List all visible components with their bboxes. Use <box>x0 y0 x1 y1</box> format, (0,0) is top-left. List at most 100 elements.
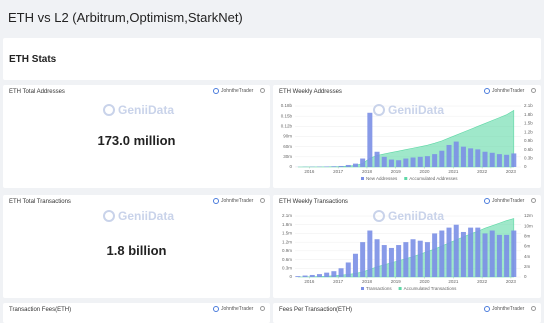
bar <box>375 239 380 277</box>
y-tick-label: 30m <box>283 154 292 159</box>
bar <box>454 142 459 167</box>
watermark-text: GeniiData <box>388 103 444 117</box>
y-tick-label: 0.6m <box>282 257 292 262</box>
y2-tick-label: 0 <box>524 164 527 169</box>
x-tick-label: 2021 <box>448 169 459 174</box>
author[interactable]: JohntheTrader <box>213 198 253 204</box>
x-tick-label: 2016 <box>304 279 315 284</box>
bar <box>339 166 344 167</box>
author-name: JohntheTrader <box>221 306 253 312</box>
section-title: ETH Stats <box>9 54 56 65</box>
x-tick-label: 2022 <box>477 169 488 174</box>
bar <box>331 166 336 167</box>
bar <box>504 235 509 277</box>
x-tick-label: 2019 <box>391 169 402 174</box>
bar <box>425 156 430 167</box>
y-tick-label: 1.5m <box>282 231 292 236</box>
bar <box>403 242 408 277</box>
info-icon[interactable] <box>260 88 265 93</box>
y-tick-label: 1.2m <box>282 239 292 244</box>
author-name: JohntheTrader <box>221 88 253 94</box>
bar <box>418 157 423 167</box>
y2-tick-label: 2.1b <box>524 103 533 108</box>
bar <box>411 158 416 167</box>
bar <box>490 231 495 277</box>
x-tick-label: 2021 <box>448 279 459 284</box>
bar <box>461 147 466 167</box>
y2-tick-label: 2m <box>524 264 531 269</box>
y2-tick-label: 6m <box>524 244 531 249</box>
info-icon[interactable] <box>260 198 265 203</box>
bar <box>432 233 437 277</box>
x-tick-label: 2022 <box>477 279 488 284</box>
bar <box>367 113 372 167</box>
legend-label: Accumulated Addresses <box>409 176 458 181</box>
x-tick-label: 2018 <box>362 279 373 284</box>
x-tick-label: 2017 <box>333 169 344 174</box>
legend-swatch <box>361 177 364 180</box>
y-tick-label: 0.9m <box>282 248 292 253</box>
bar <box>447 145 452 167</box>
card-title: ETH Total Transactions <box>9 199 71 205</box>
legend-swatch <box>361 287 364 290</box>
bar <box>403 159 408 167</box>
stat-card: ETH Total Addresses JohntheTrader GeniiD… <box>3 85 270 188</box>
author[interactable]: JohntheTrader <box>484 306 524 312</box>
y2-tick-label: 1.5b <box>524 121 533 126</box>
bar <box>439 231 444 277</box>
watermark-text: GeniiData <box>388 209 444 223</box>
y2-tick-label: 0.6b <box>524 147 533 152</box>
author-name: JohntheTrader <box>492 306 524 312</box>
author[interactable]: JohntheTrader <box>213 306 253 312</box>
bar <box>396 245 401 277</box>
legend-swatch <box>399 287 402 290</box>
bar <box>360 159 365 167</box>
bar <box>389 248 394 277</box>
section-panel: ETH Stats <box>3 38 541 80</box>
bar <box>346 262 351 277</box>
card-title: ETH Total Addresses <box>9 89 65 95</box>
card-title: Transaction Fees(ETH) <box>9 307 71 313</box>
bar <box>475 228 480 277</box>
y-tick-label: 0.3m <box>282 265 292 270</box>
bar <box>353 254 358 277</box>
bar <box>375 152 380 167</box>
bar <box>511 231 516 277</box>
bar <box>483 233 488 277</box>
bar <box>331 271 336 277</box>
bar <box>324 273 329 277</box>
x-tick-label: 2018 <box>362 169 373 174</box>
bar <box>497 154 502 167</box>
bar <box>310 275 315 277</box>
author[interactable]: JohntheTrader <box>213 88 253 94</box>
bar <box>339 268 344 277</box>
watermark-text: GeniiData <box>118 209 174 223</box>
bar <box>396 160 401 167</box>
page-title: ETH vs L2 (Arbitrum,Optimism,StarkNet) <box>8 10 243 25</box>
bar <box>461 232 466 277</box>
bar <box>389 160 394 167</box>
x-tick-label: 2023 <box>506 169 517 174</box>
bar <box>317 274 322 277</box>
legend-label: Accumulated Transactions <box>404 286 458 291</box>
info-icon[interactable] <box>260 306 265 311</box>
bar <box>454 225 459 277</box>
bar <box>418 241 423 277</box>
y-tick-label: 0.15b <box>281 113 293 118</box>
y-tick-label: 0.12b <box>281 124 293 129</box>
bar <box>367 231 372 277</box>
bar <box>447 228 452 277</box>
legend-label: New Addresses <box>366 176 398 181</box>
bar <box>475 149 480 167</box>
info-icon[interactable] <box>531 306 536 311</box>
watermark-text: GeniiData <box>118 103 174 117</box>
bar <box>382 157 387 167</box>
x-tick-label: 2020 <box>420 279 431 284</box>
y-tick-label: 2.1m <box>282 213 292 218</box>
bar <box>439 151 444 167</box>
bar <box>346 165 351 167</box>
bar <box>382 245 387 277</box>
